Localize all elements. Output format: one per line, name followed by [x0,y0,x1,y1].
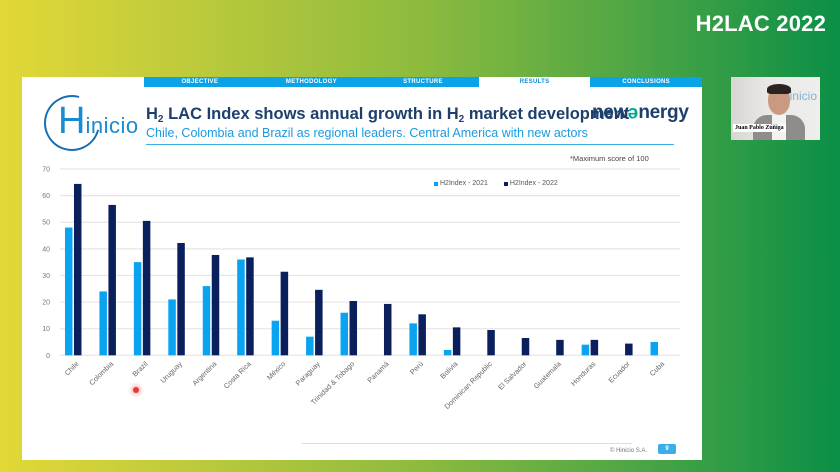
bar-2022 [383,303,392,356]
bar-2022 [556,339,564,356]
x-tick-label: Costa Rica [222,359,253,390]
legend-swatch-2021 [434,181,438,186]
y-tick-label: 40 [42,246,50,253]
bar-2022 [452,327,461,356]
x-tick-label: Bolivia [438,359,459,380]
bar-2022 [246,257,254,356]
y-tick-label: 70 [42,167,50,174]
x-tick-label: México [265,359,287,381]
legend-label: H2Index - 2022 [509,180,558,187]
presentation-slide: OBJECTIVE METHODOLOGY STRUCTURE RESULTS … [22,77,702,460]
x-tick-label: Colombia [87,359,115,387]
hinicio-logo: Hinicio [33,84,138,162]
speaker-hair [767,84,791,94]
x-tick-label: Chile [63,359,81,377]
bar-2022 [108,204,116,356]
bar-chart: 0 10 20 30 40 50 60 70 Chile Colombia Brazil Urugua… [42,167,680,411]
bar-2022 [280,271,289,356]
y-tick-label: 50 [42,220,50,227]
x-tick-label: Argentina [190,359,218,387]
logo-wordmark: inicio [85,113,139,138]
slide-subtitle: Chile, Colombia and Brazil as regional l… [146,126,588,140]
footer-divider [302,443,632,444]
bar-2022 [142,220,151,356]
nav-tab-methodology: METHODOLOGY [285,79,337,85]
title-part: H [146,105,158,123]
camera-background-logo: inicio [789,89,817,103]
logo-part: new [592,102,629,123]
title-part: LAC Index shows annual growth in H [163,105,459,123]
y-tick-label: 10 [42,326,50,333]
bar-2021 [409,323,417,356]
copyright: © Hinicio S.A. [610,448,648,454]
logo-initial: H [58,100,86,142]
speaker-face [768,87,790,115]
bar-2022 [625,343,633,356]
bar-2022 [590,339,599,356]
y-tick-label: 30 [42,273,50,280]
bar-2021 [99,291,107,356]
bar-2022 [487,330,495,356]
x-tick-label: Perú [408,359,425,376]
bar-2022 [521,338,530,356]
chart-note: *Maximum score of 100 [570,154,649,163]
nav-tab-structure: STRUCTURE [403,79,443,85]
legend-item-2021: H2Index - 2021 [434,180,488,187]
bar-2021 [271,320,280,356]
bar-2021 [340,312,349,356]
page-number: 9 [658,444,676,454]
x-tick-label: Honduras [569,359,598,388]
bar-2021 [443,349,452,356]
y-tick-label: 0 [46,353,50,360]
bar-2021 [581,344,590,356]
x-tick-label: Ecuador [606,359,632,385]
legend-item-2022: H2Index - 2022 [503,180,558,187]
title-divider [146,144,674,145]
slide-title: H2 LAC Index shows annual growth in H2 m… [146,105,629,125]
x-tick-label: Guatemala [532,359,563,390]
x-tick-label: Panamá [365,359,390,384]
speaker-video-feed: inicio Juan Pablo Zúñiga [731,77,820,140]
bar-2021 [650,341,659,356]
x-tick-label: Paraguay [294,359,322,387]
nav-tab-results: RESULTS [478,77,591,87]
nav-tab-objective: OBJECTIVE [181,79,219,85]
laser-pointer-icon [133,387,139,393]
legend-label: H2Index - 2021 [440,180,488,187]
bar-2022 [73,183,82,356]
event-title: H2LAC 2022 [695,11,826,36]
y-tick-label: 20 [42,300,50,307]
y-tick-label: 60 [42,193,50,200]
x-tick-label: Cuba [648,359,667,378]
title-part: market development [464,105,630,123]
nav-tab-conclusions: CONCLUSIONS [622,79,670,85]
title-subscript: 2 [157,114,164,125]
newenergy-logo: newenergy [592,102,689,124]
legend-swatch-2022 [503,181,508,186]
x-tick-label: Uruguay [158,359,184,385]
bar-2022 [315,289,323,356]
bar-2021 [64,227,73,356]
x-tick-label: Brazil [130,359,149,378]
slide-section-nav: OBJECTIVE METHODOLOGY STRUCTURE RESULTS … [144,77,702,87]
x-tick-label: El Salvador [496,359,529,392]
bar-2021 [306,336,314,356]
bar-2022 [349,301,358,356]
bar-2022 [177,242,185,356]
bar-2021 [237,259,245,356]
speaker-name-label: Juan Pablo Zúñiga [733,124,786,132]
bar-2022 [418,314,426,356]
logo-part: nergy [638,102,689,123]
title-subscript: 2 [458,114,465,125]
bar-2021 [133,262,142,356]
chart-legend: H2Index - 2021 H2Index - 2022 [434,180,558,187]
bar-2021 [202,286,211,356]
bar-2021 [168,299,176,356]
bar-2022 [211,254,220,356]
